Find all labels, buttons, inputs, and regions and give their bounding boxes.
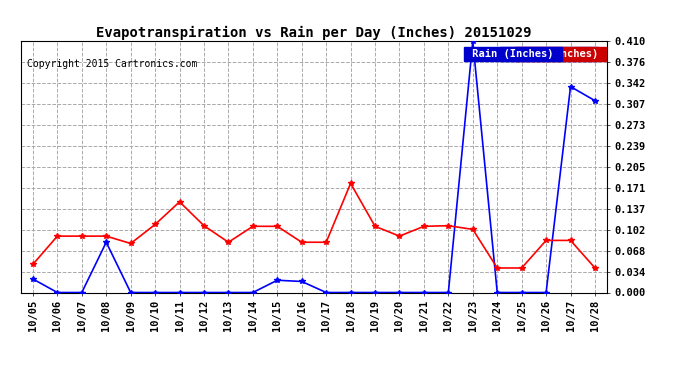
Text: ET  (Inches): ET (Inches) (517, 49, 604, 59)
Text: Rain (Inches): Rain (Inches) (466, 49, 560, 59)
Text: Rain (Inches): Rain (Inches) (502, 49, 595, 59)
Title: Evapotranspiration vs Rain per Day (Inches) 20151029: Evapotranspiration vs Rain per Day (Inch… (96, 26, 532, 40)
Text: Copyright 2015 Cartronics.com: Copyright 2015 Cartronics.com (26, 59, 197, 69)
